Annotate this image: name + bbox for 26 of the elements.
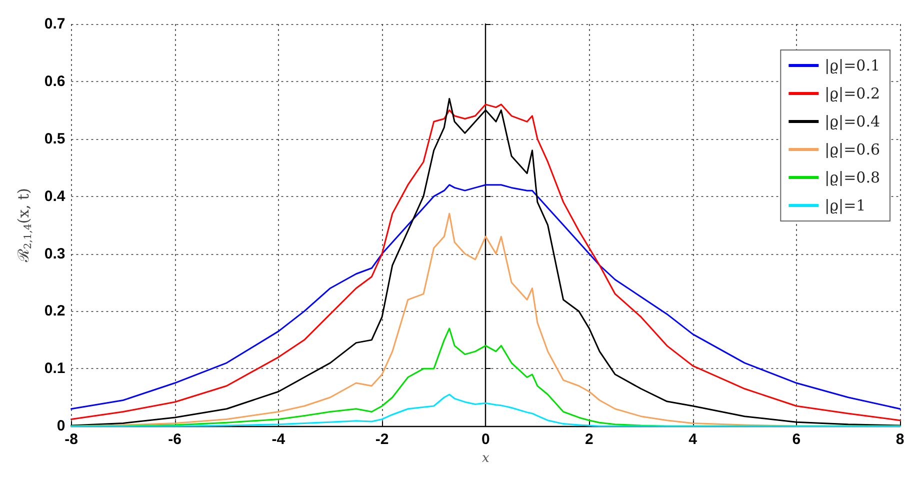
x-tick-label: -8 <box>64 431 78 448</box>
legend-label: |ϱ|=0.1 <box>824 56 880 74</box>
legend-label: |ϱ|=0.6 <box>824 140 880 158</box>
legend-label: |ϱ|=0.4 <box>824 112 880 130</box>
x-tick-label: -2 <box>375 431 389 448</box>
x-tick-label: 4 <box>688 431 698 448</box>
y-tick-label: 0.1 <box>44 360 66 378</box>
x-tick-label: -4 <box>272 431 286 448</box>
x-tick-label: -6 <box>168 431 182 448</box>
legend-label: |ϱ|=1 <box>824 196 866 214</box>
x-tick-label: 8 <box>896 431 904 448</box>
y-tick-label: 0.2 <box>44 302 66 320</box>
legend-label: |ϱ|=0.2 <box>824 84 880 102</box>
y-tick-label: 0.7 <box>44 16 66 32</box>
line-series <box>70 184 901 410</box>
legend-label: |ϱ|=0.8 <box>824 168 880 186</box>
x-tick-label: 6 <box>792 431 801 448</box>
y-axis-title: ℛ2,1,4(x, t) <box>14 188 34 264</box>
x-tick-label: 0 <box>481 431 490 448</box>
x-tick-label: 2 <box>585 431 594 448</box>
y-tick-label: 0 <box>56 418 66 435</box>
y-tick-label: 0.3 <box>44 245 66 262</box>
y-tick-label: 0.4 <box>44 188 66 205</box>
y-tick-label: 0.5 <box>44 130 66 148</box>
x-axis-title: x <box>482 451 490 466</box>
y-tick-label: 0.6 <box>44 72 66 90</box>
